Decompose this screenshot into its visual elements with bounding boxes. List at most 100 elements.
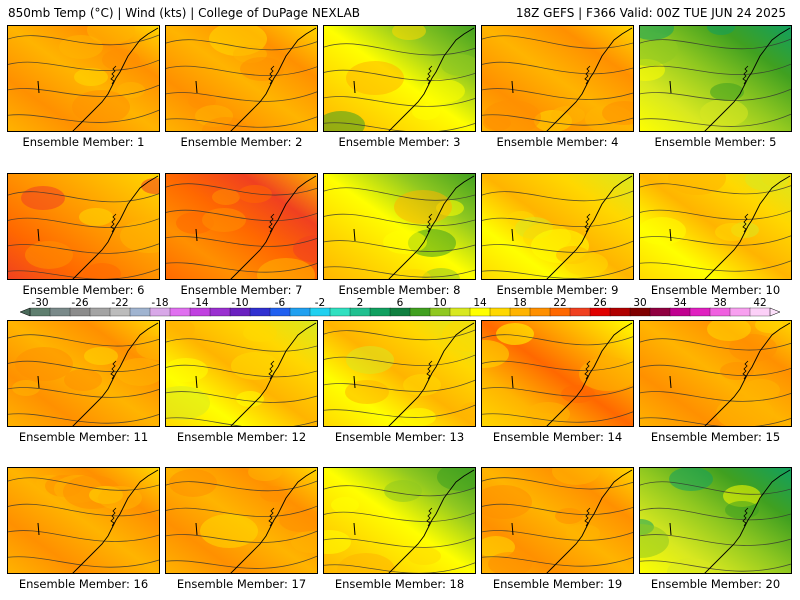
- temperature-field: [640, 174, 791, 279]
- colorbar-segment: [349, 307, 371, 317]
- ensemble-member-label: Ensemble Member: 11: [18, 430, 149, 444]
- ensemble-member-label: Ensemble Member: 18: [334, 577, 465, 591]
- colorbar-segment: [609, 307, 631, 317]
- coastline: [704, 27, 791, 131]
- colorbar-min-arrow: [20, 307, 31, 317]
- colorbar-segment: [709, 307, 731, 317]
- coastline: [230, 27, 317, 131]
- colorbar-segment: [489, 307, 511, 317]
- temperature-field: [482, 468, 633, 573]
- coastline: [230, 322, 317, 426]
- colorbar-tick: -22: [111, 297, 129, 309]
- coastline: [72, 175, 159, 279]
- ensemble-member-map: [481, 467, 634, 574]
- colorbar-segment: [229, 307, 251, 317]
- temperature-colorbar: [20, 307, 780, 317]
- colorbar-segment: [109, 307, 131, 317]
- colorbar-segment: [169, 307, 191, 317]
- ensemble-member-label: Ensemble Member: 17: [176, 577, 307, 591]
- colorbar-segment: [69, 307, 91, 317]
- colorbar-tick: -2: [314, 297, 326, 309]
- ensemble-member-label: Ensemble Member: 8: [338, 283, 461, 297]
- colorbar-tick: 34: [673, 297, 687, 309]
- colorbar-tick: -10: [231, 297, 249, 309]
- colorbar-tick: -18: [151, 297, 169, 309]
- ensemble-member-map: [481, 320, 634, 427]
- colorbar-tick: 18: [513, 297, 527, 309]
- coastline: [704, 175, 791, 279]
- coastline: [546, 322, 633, 426]
- colorbar-segment: [469, 307, 491, 317]
- colorbar-segment: [309, 307, 331, 317]
- ensemble-member-label: Ensemble Member: 6: [22, 283, 145, 297]
- ensemble-member-label: Ensemble Member: 2: [180, 135, 303, 149]
- coastline: [546, 469, 633, 573]
- ensemble-member-label: Ensemble Member: 16: [18, 577, 149, 591]
- colorbar-tick: 38: [713, 297, 727, 309]
- ensemble-member-label: Ensemble Member: 9: [496, 283, 619, 297]
- colorbar-segment: [449, 307, 471, 317]
- temperature-field: [324, 321, 475, 426]
- colorbar-segment: [29, 307, 51, 317]
- colorbar-segment: [389, 307, 411, 317]
- colorbar-segment: [749, 307, 771, 317]
- colorbar-segment: [149, 307, 171, 317]
- ensemble-member-map: [481, 173, 634, 280]
- ensemble-member-map: [639, 25, 792, 132]
- temperature-field: [482, 321, 633, 426]
- colorbar-tick: 22: [553, 297, 567, 309]
- ensemble-member-map: [481, 25, 634, 132]
- run-valid-time: 18Z GEFS | F366 Valid: 00Z TUE JUN 24 20…: [515, 6, 786, 20]
- colorbar-segment: [689, 307, 711, 317]
- ensemble-member-map: [7, 173, 160, 280]
- colorbar-segment: [249, 307, 271, 317]
- temperature-field: [324, 174, 475, 279]
- colorbar-tick: -6: [274, 297, 286, 309]
- coastline: [704, 322, 791, 426]
- colorbar-segment: [549, 307, 571, 317]
- colorbar-segment: [189, 307, 211, 317]
- ensemble-member-map: [7, 467, 160, 574]
- ensemble-member-map: [639, 173, 792, 280]
- temperature-field: [8, 321, 159, 426]
- colorbar-max-arrow: [769, 307, 780, 317]
- ensemble-member-label: Ensemble Member: 10: [650, 283, 781, 297]
- colorbar-tick: 42: [753, 297, 767, 309]
- colorbar-tick: -14: [191, 297, 209, 309]
- colorbar-segment: [429, 307, 451, 317]
- temperature-field: [640, 468, 791, 573]
- ensemble-member-map: [165, 173, 318, 280]
- colorbar-segment: [409, 307, 431, 317]
- ensemble-member-map: [323, 320, 476, 427]
- temperature-field: [482, 174, 633, 279]
- ensemble-member-label: Ensemble Member: 12: [176, 430, 307, 444]
- ensemble-member-label: Ensemble Member: 3: [338, 135, 461, 149]
- colorbar-segment: [589, 307, 611, 317]
- ensemble-member-label: Ensemble Member: 20: [650, 577, 781, 591]
- ensemble-member-map: [323, 173, 476, 280]
- colorbar-segment: [129, 307, 151, 317]
- coastline: [72, 469, 159, 573]
- coastline: [704, 469, 791, 573]
- ensemble-member-label: Ensemble Member: 14: [492, 430, 623, 444]
- ensemble-member-label: Ensemble Member: 7: [180, 283, 303, 297]
- colorbar-segment: [269, 307, 291, 317]
- ensemble-member-map: [639, 320, 792, 427]
- colorbar-tick: -26: [71, 297, 89, 309]
- coastline: [546, 27, 633, 131]
- chart-title: 850mb Temp (°C) | Wind (kts) | College o…: [8, 6, 361, 20]
- coastline: [72, 27, 159, 131]
- ensemble-member-label: Ensemble Member: 5: [654, 135, 777, 149]
- colorbar-tick: 30: [633, 297, 647, 309]
- colorbar-segment: [369, 307, 391, 317]
- colorbar-segment: [289, 307, 311, 317]
- coastline: [72, 322, 159, 426]
- colorbar-tick: 10: [433, 297, 447, 309]
- ensemble-member-label: Ensemble Member: 19: [492, 577, 623, 591]
- ensemble-member-map: [639, 467, 792, 574]
- colorbar-tick: 6: [396, 297, 404, 309]
- coastline: [388, 175, 475, 279]
- ensemble-member-map: [165, 467, 318, 574]
- temperature-field: [640, 321, 791, 426]
- colorbar-tick: 14: [473, 297, 487, 309]
